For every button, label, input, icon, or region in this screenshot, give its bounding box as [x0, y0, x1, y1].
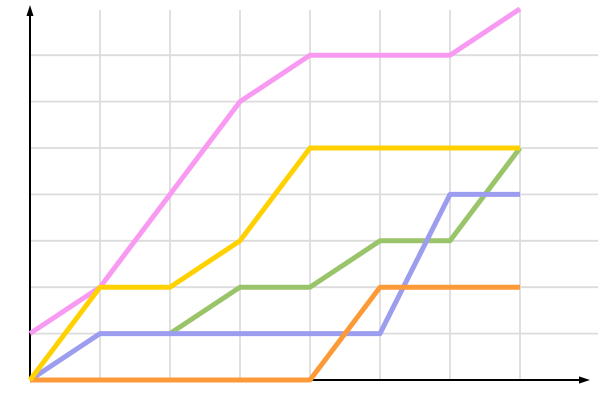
orange-series	[30, 284, 520, 383]
y-axis-arrow-icon	[26, 5, 34, 16]
yellow-series	[28, 145, 520, 382]
x-axis-arrow-icon	[579, 376, 590, 384]
blue-series	[28, 191, 520, 383]
green-series	[168, 146, 522, 336]
pink-series	[28, 6, 522, 336]
